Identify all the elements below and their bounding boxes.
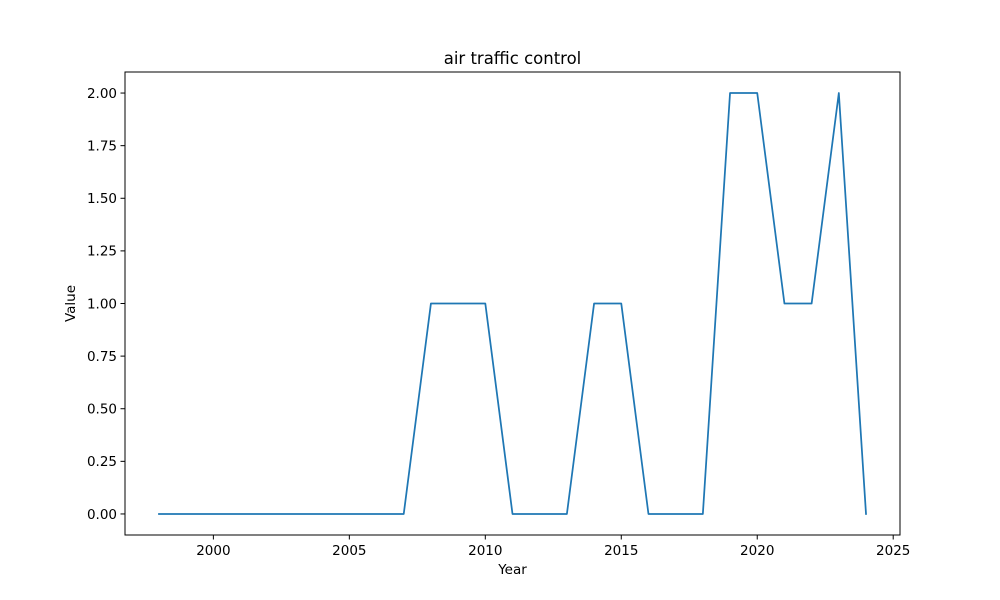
y-tick-label: 1.75 [87, 138, 117, 154]
y-tick-label: 0.50 [87, 402, 117, 418]
plot-area: 2000 2005 2010 2015 2020 2025 0.00 0.25 0.50 0.75… [87, 86, 910, 559]
x-tick-label: 2005 [332, 543, 366, 559]
x-tick-label: 2020 [740, 543, 774, 559]
chart-title: air traffic control [444, 49, 582, 68]
x-tick-label: 2000 [196, 543, 230, 559]
series-line [158, 92, 867, 515]
x-axis-label: Year [497, 562, 527, 578]
y-axis-label: Value [63, 285, 79, 322]
y-tick-label: 1.25 [87, 244, 117, 260]
x-tick-label: 2015 [604, 543, 638, 559]
y-tick-label: 2.00 [87, 86, 117, 102]
x-tick-label: 2010 [468, 543, 502, 559]
y-tick-label: 1.00 [87, 296, 117, 312]
axes-frame [124, 71, 901, 536]
y-tick-label: 0.00 [87, 507, 117, 523]
y-tick-label: 1.50 [87, 191, 117, 207]
y-tick-label: 0.25 [87, 454, 117, 470]
x-tick-label: 2025 [876, 543, 910, 559]
y-tick-label: 0.75 [87, 349, 117, 365]
